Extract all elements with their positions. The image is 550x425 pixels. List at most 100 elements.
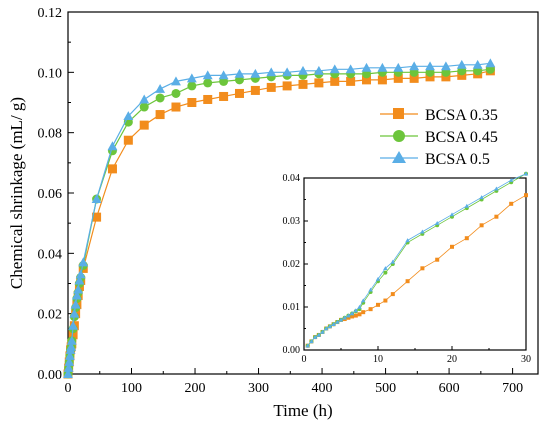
inset-y-tick-label: 0.00 bbox=[283, 345, 301, 356]
main-data-point bbox=[456, 59, 467, 69]
main-data-point bbox=[66, 341, 77, 351]
main-data-point bbox=[457, 70, 467, 80]
inset-x-tick-label: 20 bbox=[447, 354, 457, 365]
inset-data-point bbox=[350, 314, 355, 319]
y-axis-title: Chemical shrinkage (mL/ g) bbox=[7, 97, 26, 289]
inset-data-point bbox=[335, 319, 340, 324]
inset-data-point bbox=[368, 287, 373, 292]
main-data-point bbox=[393, 62, 404, 72]
inset-data-point bbox=[523, 171, 529, 176]
inset-data-point bbox=[324, 326, 329, 331]
inset-data-point bbox=[390, 292, 395, 297]
main-data-point bbox=[107, 164, 117, 174]
main-data-point bbox=[234, 88, 244, 98]
main-data-point bbox=[298, 79, 308, 89]
inset-data-point bbox=[479, 195, 484, 200]
main-y-tick-label: 0.02 bbox=[38, 308, 63, 323]
main-data-point bbox=[123, 135, 133, 145]
main-data-point bbox=[472, 59, 483, 69]
main-data-point bbox=[409, 61, 420, 71]
inset-data-point bbox=[420, 229, 425, 234]
main-data-point bbox=[425, 61, 435, 71]
main-data-point bbox=[203, 78, 213, 88]
main-x-tick-label: 700 bbox=[502, 381, 523, 396]
main-data-point bbox=[74, 275, 85, 285]
inset-data-point bbox=[320, 329, 325, 334]
inset-x-tick-label: 30 bbox=[521, 354, 531, 365]
main-y-tick-label: 0.10 bbox=[38, 66, 63, 81]
main-data-point bbox=[393, 73, 403, 83]
main-data-point bbox=[63, 369, 73, 378]
inset-data-point bbox=[346, 313, 351, 318]
inset-data-point bbox=[305, 343, 310, 348]
main-data-point bbox=[202, 70, 213, 80]
inset-data-point bbox=[464, 236, 469, 241]
inset-data-point bbox=[361, 298, 366, 303]
inset-data-point bbox=[342, 315, 347, 320]
main-data-point bbox=[187, 81, 197, 91]
inset-data-point bbox=[464, 203, 469, 208]
main-data-point bbox=[329, 64, 340, 74]
inset-series-2 bbox=[305, 171, 529, 348]
main-data-point bbox=[186, 73, 197, 83]
main-ticks: 0 100 200 300 400 500 600 7000.000.020.040.060.… bbox=[38, 6, 524, 396]
main-data-point bbox=[346, 76, 356, 86]
inset-data-point bbox=[376, 302, 380, 307]
main-x-tick-label: 100 bbox=[121, 381, 142, 396]
legend-label-bcsa-035: BCSA 0.35 bbox=[425, 107, 498, 124]
inset-y-tick-label: 0.03 bbox=[283, 216, 301, 227]
main-series-group bbox=[63, 58, 496, 379]
main-data-point bbox=[75, 269, 86, 279]
inset-data-point bbox=[509, 177, 514, 182]
main-data-point bbox=[218, 70, 229, 80]
main-x-tick-label: 300 bbox=[248, 381, 269, 396]
inset-data-point bbox=[494, 214, 499, 219]
inset-y-tick-label: 0.04 bbox=[283, 173, 301, 184]
main-data-point bbox=[91, 194, 102, 203]
inset-data-point bbox=[327, 324, 333, 329]
inset-x-tick-label: 0 bbox=[302, 354, 307, 365]
main-data-point bbox=[64, 356, 75, 366]
main-y-tick-label: 0.04 bbox=[38, 247, 63, 262]
main-data-point bbox=[171, 102, 181, 112]
inset-data-point bbox=[349, 311, 355, 316]
main-data-point bbox=[123, 111, 134, 121]
legend: BCSA 0.35 BCSA 0.45 BCSA 0.5 bbox=[380, 107, 498, 168]
main-data-point bbox=[409, 73, 419, 83]
main-data-point bbox=[282, 67, 293, 77]
inset-data-point bbox=[361, 310, 366, 315]
main-data-point bbox=[107, 141, 118, 151]
main-data-point bbox=[282, 81, 292, 91]
inset-data-point bbox=[450, 244, 454, 249]
main-data-point bbox=[187, 98, 197, 107]
inset-data-point bbox=[309, 339, 314, 344]
main-data-point bbox=[66, 335, 77, 345]
main-data-point bbox=[139, 102, 149, 112]
inset-data-point bbox=[338, 317, 344, 322]
legend-label-bcsa-045: BCSA 0.45 bbox=[425, 129, 498, 146]
main-x-tick-label: 0 bbox=[65, 381, 72, 396]
main-data-point bbox=[155, 93, 165, 103]
main-data-point bbox=[485, 58, 496, 68]
main-data-point bbox=[78, 257, 89, 267]
main-data-point bbox=[266, 82, 276, 92]
x-axis-title: Time (h) bbox=[273, 401, 332, 420]
main-data-point bbox=[234, 68, 245, 78]
inset-data-point bbox=[524, 193, 528, 198]
main-data-point bbox=[71, 290, 82, 300]
main-data-point bbox=[68, 320, 79, 330]
inset-data-point bbox=[353, 308, 358, 313]
inset-data-point bbox=[331, 322, 336, 326]
inset-data-point bbox=[405, 279, 410, 284]
main-data-point bbox=[441, 72, 451, 82]
inset-series-group bbox=[305, 171, 529, 348]
inset-data-point bbox=[449, 212, 455, 217]
main-y-tick-label: 0.06 bbox=[38, 187, 63, 202]
main-data-point bbox=[69, 308, 80, 318]
inset-data-point bbox=[383, 266, 388, 271]
main-data-point bbox=[70, 299, 81, 309]
main-data-point bbox=[155, 83, 166, 93]
inset-data-point bbox=[368, 307, 373, 312]
inset-data-point bbox=[420, 266, 425, 271]
main-x-tick-label: 400 bbox=[312, 381, 333, 396]
